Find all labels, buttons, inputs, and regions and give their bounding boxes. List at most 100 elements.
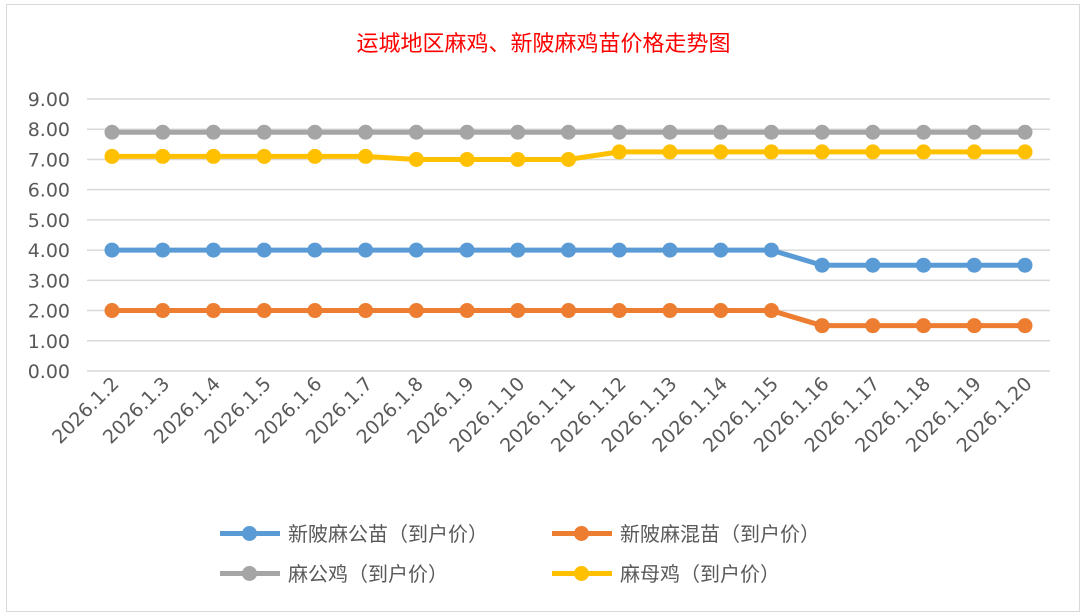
data-point (662, 242, 678, 258)
data-point (459, 151, 475, 167)
data-point (358, 148, 374, 164)
data-point (966, 318, 982, 334)
y-tick-label: 3.00 (28, 270, 70, 292)
data-point (611, 242, 627, 258)
y-tick-label: 6.00 (28, 180, 70, 202)
data-point (408, 151, 424, 167)
data-point (916, 318, 932, 334)
data-point (561, 124, 576, 140)
data-point (358, 124, 374, 140)
legend-swatch (552, 523, 612, 543)
data-point (155, 242, 171, 258)
data-point (966, 124, 982, 140)
data-point (510, 124, 526, 140)
data-point (865, 257, 881, 273)
data-point (763, 242, 779, 258)
data-point (713, 303, 729, 319)
data-point (561, 303, 576, 319)
data-point (358, 303, 374, 319)
data-point (865, 318, 881, 334)
legend-item-0: 新陂麻公苗（到户价） (220, 518, 488, 547)
data-point (662, 303, 678, 319)
data-point (966, 257, 982, 273)
data-point (814, 124, 830, 140)
data-point (205, 124, 221, 140)
data-point (104, 303, 120, 319)
data-point (916, 124, 932, 140)
data-point (1017, 144, 1033, 160)
data-point (966, 144, 982, 160)
data-point (205, 242, 221, 258)
data-point (611, 144, 627, 160)
data-point (155, 148, 171, 164)
data-point (814, 257, 830, 273)
y-tick-label: 4.00 (28, 240, 70, 262)
y-tick-label: 5.00 (28, 210, 70, 232)
data-point (814, 144, 830, 160)
data-point (916, 257, 932, 273)
data-point (205, 303, 221, 319)
data-point (104, 124, 120, 140)
data-point (662, 124, 678, 140)
y-tick-label: 7.00 (28, 149, 70, 171)
data-point (1017, 124, 1033, 140)
data-point (561, 242, 576, 258)
data-point (865, 124, 881, 140)
legend-swatch (220, 563, 280, 583)
legend-item-2: 麻公鸡（到户价） (220, 558, 448, 587)
data-point (155, 303, 171, 319)
data-point (662, 144, 678, 160)
data-point (814, 318, 830, 334)
y-tick-label: 2.00 (28, 301, 70, 323)
legend-item-1: 新陂麻混苗（到户价） (552, 518, 820, 547)
data-point (205, 148, 221, 164)
data-point (459, 124, 475, 140)
data-point (307, 303, 323, 319)
legend-label: 麻公鸡（到户价） (288, 562, 448, 586)
data-point (307, 242, 323, 258)
y-tick-label: 0.00 (28, 361, 70, 383)
data-point (408, 124, 424, 140)
data-point (256, 148, 272, 164)
y-tick-label: 8.00 (28, 119, 70, 141)
data-point (1017, 318, 1033, 334)
data-point (763, 124, 779, 140)
data-point (408, 242, 424, 258)
data-point (459, 242, 475, 258)
data-point (611, 303, 627, 319)
legend-label: 麻母鸡（到户价） (620, 562, 780, 586)
chart-title: 运城地区麻鸡、新陂麻鸡苗价格走势图 (356, 32, 731, 57)
data-point (307, 124, 323, 140)
legend-item-3: 麻母鸡（到户价） (552, 558, 780, 587)
data-point (155, 124, 171, 140)
legend-swatch (220, 523, 280, 543)
data-point (104, 242, 120, 258)
data-point (358, 242, 374, 258)
data-point (763, 303, 779, 319)
data-point (916, 144, 932, 160)
data-point (408, 303, 424, 319)
data-point (713, 242, 729, 258)
legend-label: 新陂麻混苗（到户价） (620, 522, 820, 546)
y-tick-label: 1.00 (28, 331, 70, 353)
data-point (713, 144, 729, 160)
chart-area (6, 4, 1080, 612)
data-point (510, 242, 526, 258)
data-point (104, 148, 120, 164)
legend-swatch (552, 563, 612, 583)
data-point (307, 148, 323, 164)
data-point (763, 144, 779, 160)
data-point (1017, 257, 1033, 273)
data-point (865, 144, 881, 160)
data-point (510, 303, 526, 319)
data-point (510, 151, 526, 167)
data-point (611, 124, 627, 140)
data-point (256, 124, 272, 140)
data-point (713, 124, 729, 140)
data-point (561, 151, 576, 167)
data-point (459, 303, 475, 319)
data-point (256, 303, 272, 319)
data-point (256, 242, 272, 258)
legend-label: 新陂麻公苗（到户价） (288, 522, 488, 546)
